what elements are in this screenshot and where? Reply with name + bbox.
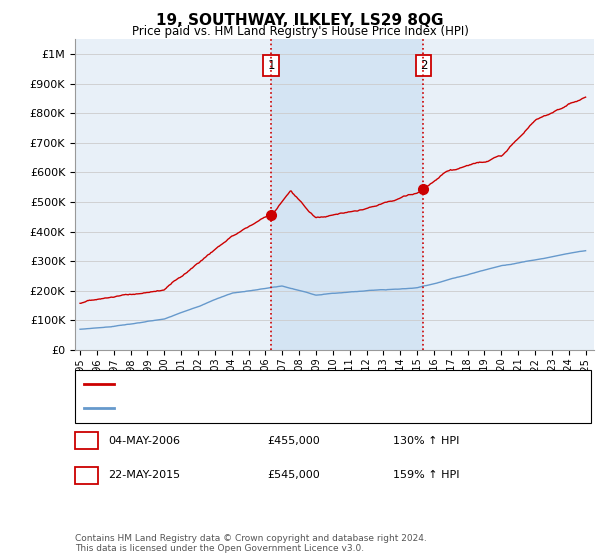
Text: 2: 2 (83, 470, 90, 480)
Text: 159% ↑ HPI: 159% ↑ HPI (393, 470, 460, 480)
Text: Contains HM Land Registry data © Crown copyright and database right 2024.
This d: Contains HM Land Registry data © Crown c… (75, 534, 427, 553)
Text: 04-MAY-2006: 04-MAY-2006 (108, 436, 180, 446)
Text: 130% ↑ HPI: 130% ↑ HPI (393, 436, 460, 446)
Text: Price paid vs. HM Land Registry's House Price Index (HPI): Price paid vs. HM Land Registry's House … (131, 25, 469, 38)
Text: 22-MAY-2015: 22-MAY-2015 (108, 470, 180, 480)
Bar (271, 39, 424, 350)
Text: 19, SOUTHWAY, ILKLEY, LS29 8QG (detached house): 19, SOUTHWAY, ILKLEY, LS29 8QG (detached… (120, 380, 392, 390)
Text: £545,000: £545,000 (267, 470, 320, 480)
Text: 1: 1 (83, 436, 90, 446)
Text: 1: 1 (268, 59, 275, 72)
Text: 19, SOUTHWAY, ILKLEY, LS29 8QG: 19, SOUTHWAY, ILKLEY, LS29 8QG (156, 13, 444, 28)
Text: 2: 2 (420, 59, 427, 72)
Text: £455,000: £455,000 (267, 436, 320, 446)
Text: HPI: Average price, detached house, Bradford: HPI: Average price, detached house, Brad… (120, 403, 358, 413)
